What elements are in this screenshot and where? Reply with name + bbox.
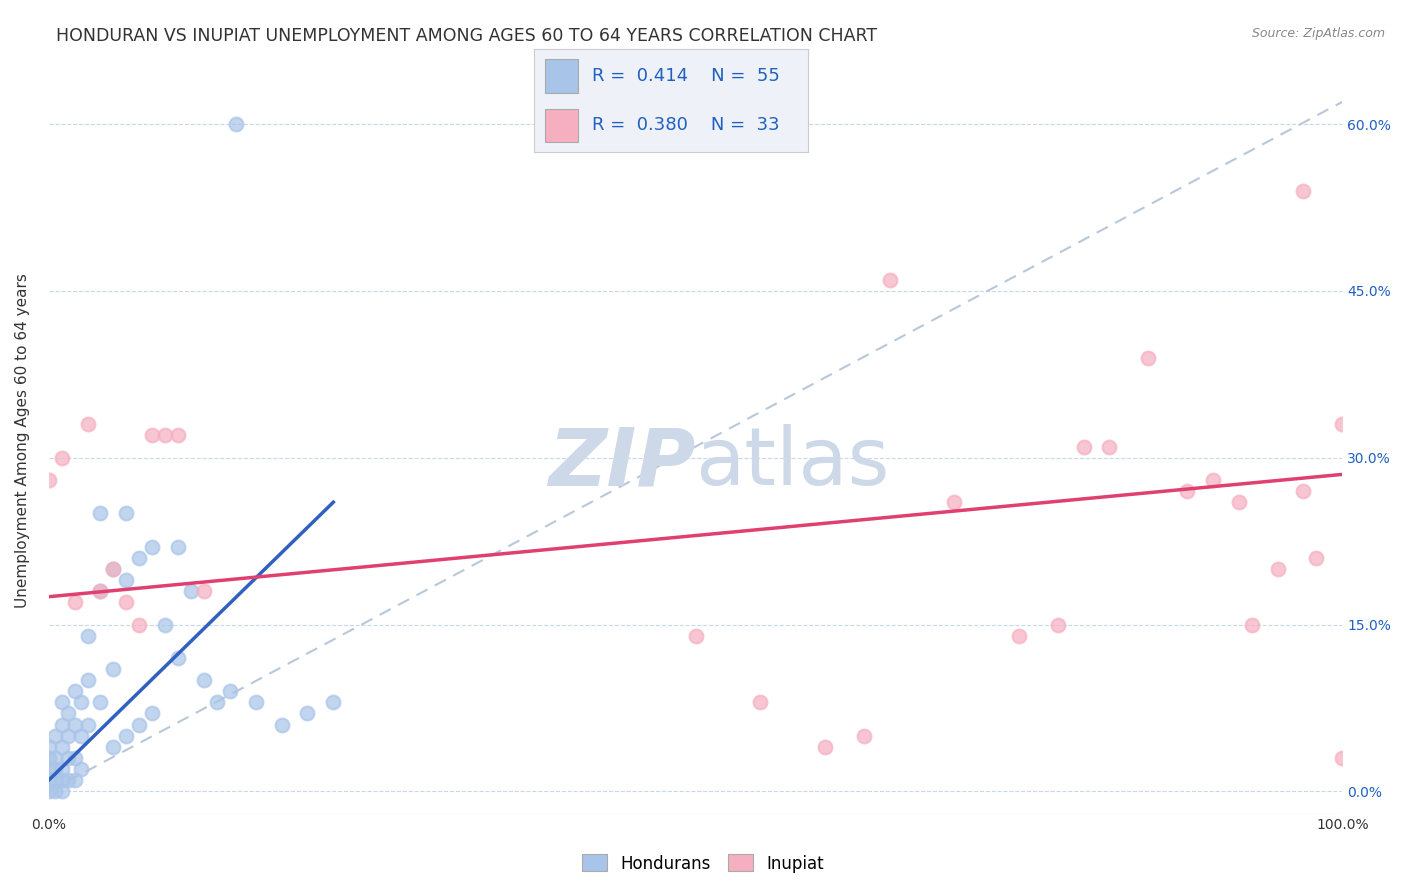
Point [167, 540, 190, 554]
Point [38, 751, 60, 765]
Point [115, 729, 138, 743]
Point [51, 784, 73, 798]
Point [1240, 617, 1263, 632]
Point [205, 695, 228, 709]
Point [1202, 473, 1225, 487]
Point [1331, 417, 1354, 432]
Point [115, 573, 138, 587]
Point [56, 751, 79, 765]
Point [270, 717, 292, 731]
Point [44, 773, 66, 788]
Legend: Hondurans, Inupiat: Hondurans, Inupiat [575, 847, 831, 880]
Point [1137, 351, 1160, 365]
Point [128, 717, 150, 731]
Point [1305, 550, 1327, 565]
Point [1073, 440, 1095, 454]
Point [51, 739, 73, 754]
Point [879, 273, 901, 287]
Point [103, 562, 125, 576]
Point [1267, 562, 1289, 576]
Point [153, 617, 176, 632]
Point [1227, 495, 1250, 509]
Point [103, 562, 125, 576]
Point [63, 751, 86, 765]
Point [44, 751, 66, 765]
Text: HONDURAN VS INUPIAT UNEMPLOYMENT AMONG AGES 60 TO 64 YEARS CORRELATION CHART: HONDURAN VS INUPIAT UNEMPLOYMENT AMONG A… [56, 27, 877, 45]
Point [56, 773, 79, 788]
Point [89, 584, 111, 599]
Point [89, 506, 111, 520]
Point [44, 729, 66, 743]
Point [44, 762, 66, 776]
Point [943, 495, 966, 509]
Point [51, 450, 73, 465]
Point [141, 706, 163, 721]
Point [128, 550, 150, 565]
Point [38, 762, 60, 776]
Text: Source: ZipAtlas.com: Source: ZipAtlas.com [1251, 27, 1385, 40]
Point [167, 428, 190, 442]
Point [218, 684, 240, 698]
Point [89, 584, 111, 599]
Point [115, 595, 138, 609]
Point [852, 729, 875, 743]
Point [115, 506, 138, 520]
Text: ZIP: ZIP [548, 425, 696, 502]
Point [63, 684, 86, 698]
Point [1046, 617, 1069, 632]
Point [297, 706, 319, 721]
Text: R =  0.414    N =  55: R = 0.414 N = 55 [592, 67, 780, 86]
Text: R =  0.380    N =  33: R = 0.380 N = 33 [592, 117, 779, 135]
Point [76, 629, 98, 643]
Point [141, 540, 163, 554]
Y-axis label: Unemployment Among Ages 60 to 64 years: Unemployment Among Ages 60 to 64 years [15, 274, 30, 608]
Point [63, 717, 86, 731]
Point [1292, 184, 1315, 198]
Point [153, 428, 176, 442]
Point [103, 662, 125, 676]
Point [70, 729, 93, 743]
Point [38, 739, 60, 754]
Point [128, 617, 150, 632]
Point [103, 739, 125, 754]
Point [1175, 484, 1198, 499]
Point [70, 695, 93, 709]
Point [245, 695, 267, 709]
Point [38, 473, 60, 487]
Point [76, 417, 98, 432]
Point [685, 629, 707, 643]
Point [51, 762, 73, 776]
Point [193, 584, 215, 599]
Point [1292, 484, 1315, 499]
Point [225, 117, 247, 131]
Point [70, 762, 93, 776]
Point [51, 695, 73, 709]
Point [180, 584, 202, 599]
Point [1008, 629, 1031, 643]
Point [56, 729, 79, 743]
Point [51, 773, 73, 788]
Point [76, 673, 98, 687]
Point [89, 695, 111, 709]
Point [322, 695, 344, 709]
Point [1098, 440, 1121, 454]
Point [141, 428, 163, 442]
Point [1331, 751, 1354, 765]
Bar [546, 109, 578, 143]
Point [749, 695, 772, 709]
Point [44, 784, 66, 798]
Point [814, 739, 837, 754]
Point [51, 717, 73, 731]
Point [63, 773, 86, 788]
Point [38, 773, 60, 788]
Point [38, 784, 60, 798]
Point [167, 651, 190, 665]
Point [76, 717, 98, 731]
Point [63, 595, 86, 609]
Bar [546, 59, 578, 93]
Point [193, 673, 215, 687]
Point [56, 706, 79, 721]
Text: atlas: atlas [696, 425, 890, 502]
